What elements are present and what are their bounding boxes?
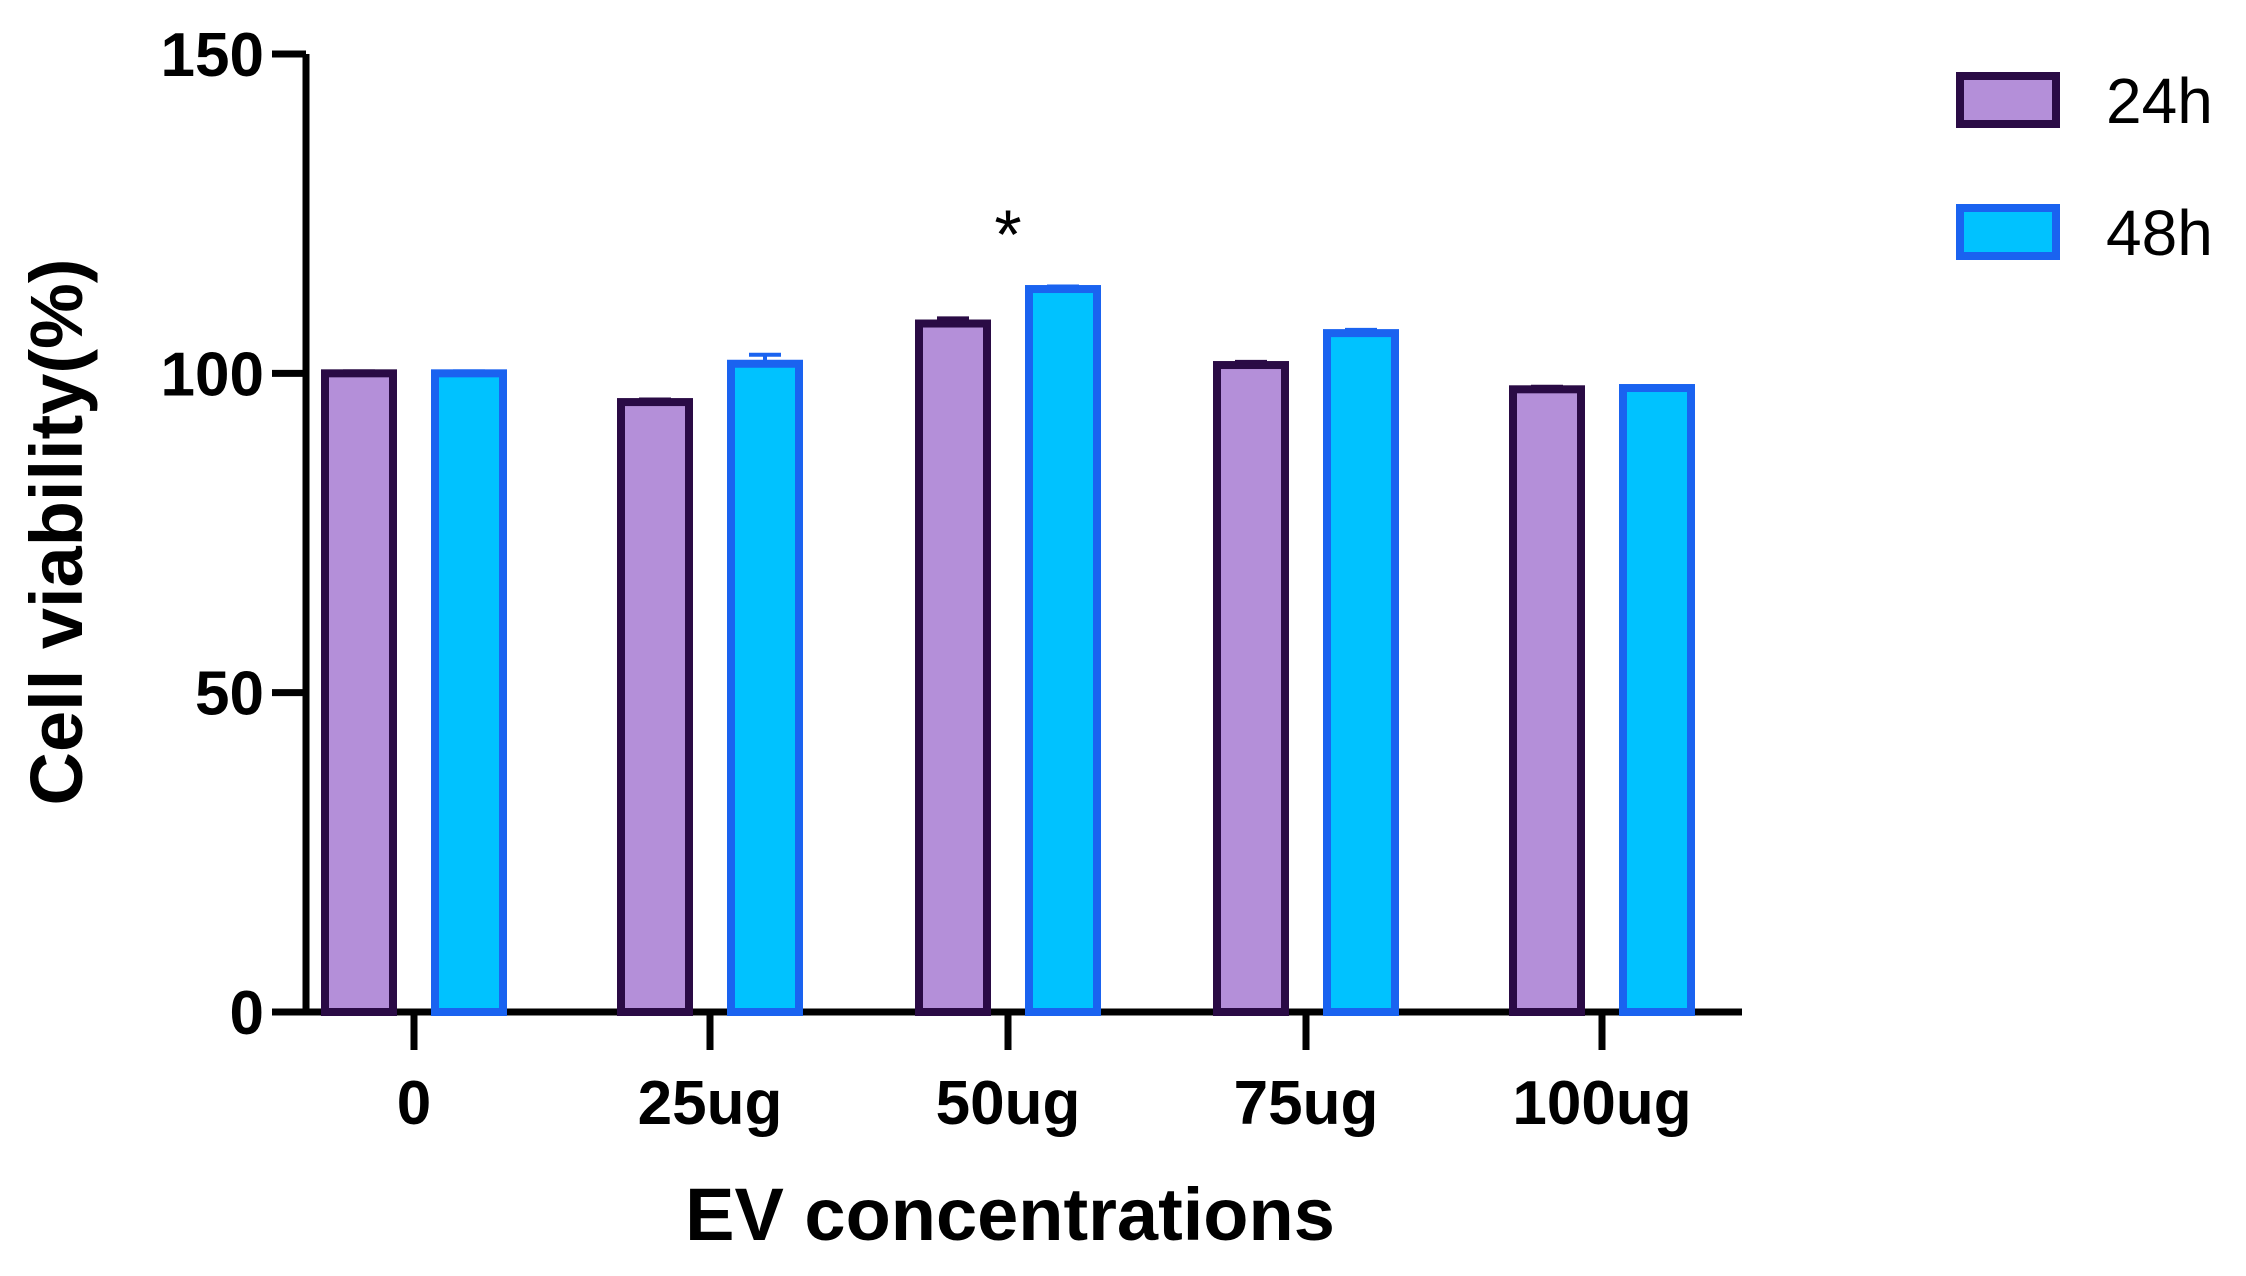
y-tick-label: 100 <box>161 340 264 409</box>
bar-48h-100ug <box>1619 384 1695 1017</box>
bar-24h-75ug <box>1213 361 1289 1017</box>
bar-48h-50ug <box>1025 285 1101 1016</box>
x-tick-label: 75ug <box>1234 1069 1379 1138</box>
bar-48h-75ug <box>1323 329 1399 1016</box>
x-axis-title: EV concentrations <box>685 1173 1335 1256</box>
x-axis: 0 25ug 50ug 75ug 100ug <box>303 1008 1742 1138</box>
y-tick-label: 0 <box>230 979 264 1048</box>
x-tick-label: 25ug <box>638 1069 783 1138</box>
x-tick-label: 0 <box>397 1069 431 1138</box>
bars <box>321 284 1695 1017</box>
legend-label-24h: 24h <box>2106 65 2213 137</box>
bar-24h-0 <box>321 369 397 1017</box>
y-tick-label: 150 <box>161 21 264 90</box>
legend: 24h 48h <box>1956 65 2213 269</box>
y-axis-title: Cell viability(%) <box>15 259 98 806</box>
annotations: * <box>994 195 1021 273</box>
legend-label-48h: 48h <box>2106 197 2213 269</box>
y-axis: 0 50 100 150 <box>161 21 310 1048</box>
bar-24h-25ug <box>617 398 693 1017</box>
legend-swatch-48h <box>1956 204 2060 260</box>
bar-48h-25ug <box>727 359 803 1016</box>
y-tick-label: 50 <box>195 660 264 729</box>
bar-24h-50ug <box>915 319 991 1016</box>
bar-48h-0 <box>431 369 507 1017</box>
x-tick-label: 100ug <box>1512 1069 1691 1138</box>
significance-asterisk: * <box>994 195 1021 273</box>
legend-swatch-24h <box>1956 72 2060 128</box>
bar-24h-100ug <box>1509 385 1585 1016</box>
x-tick-label: 50ug <box>936 1069 1081 1138</box>
